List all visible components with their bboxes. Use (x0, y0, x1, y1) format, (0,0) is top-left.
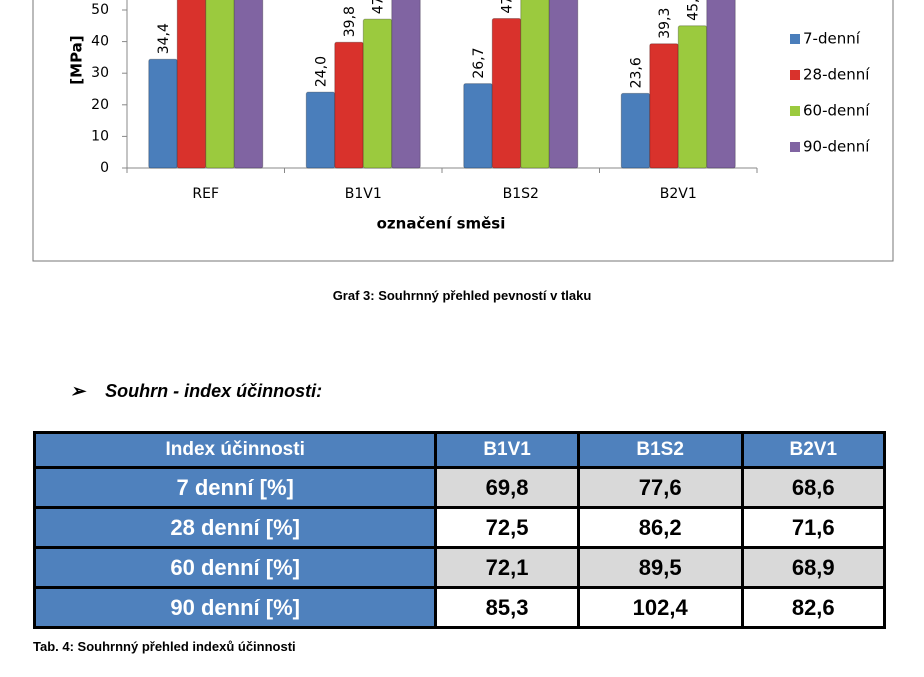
bar-label: 47,3 (500, 0, 516, 14)
bar-label: 47,1 (371, 0, 387, 14)
x-axis-title: označení směsi (377, 215, 506, 233)
bar (305, 91, 336, 169)
y-tick-label: 40 (91, 34, 109, 50)
row-header: 7 denní [%] (32, 466, 438, 509)
figure-caption: Graf 3: Souhrnný přehled pevností v tlak… (332, 288, 592, 303)
legend-label: 90-denní (803, 138, 870, 156)
cell: Index účinnosti (32, 431, 438, 469)
x-tick-label: B1S2 (503, 186, 539, 202)
legend-label: 28-denní (803, 66, 870, 84)
cell: B1V1 (434, 431, 580, 469)
bar (205, 0, 235, 169)
bar (677, 25, 708, 169)
bar (391, 0, 421, 169)
bar-label: 45,0 (686, 0, 702, 21)
heading-text: Souhrn - index účinnosti: (105, 381, 323, 401)
cell: 77,6 (576, 466, 744, 509)
legend-swatch (790, 34, 800, 44)
bar-label: 34,4 (156, 23, 172, 54)
bar (362, 18, 393, 169)
bar (649, 43, 679, 169)
legend-swatch (790, 142, 800, 152)
bar (706, 0, 736, 169)
bar (463, 83, 493, 169)
cell: 68,6 (740, 466, 886, 509)
y-axis-title: [MPa] (68, 35, 86, 84)
cell: B1S2 (576, 431, 744, 469)
bar (148, 58, 178, 169)
cell: 72,5 (434, 506, 580, 549)
row-header: 28 denní [%] (32, 506, 438, 549)
legend-label: 60-denní (803, 102, 870, 120)
bar (620, 92, 651, 169)
x-tick-label: REF (192, 186, 219, 202)
bar (334, 41, 364, 169)
y-tick-label: 10 (91, 128, 109, 144)
index-table: Index účinnosti B1V1 B1S2 B2V1 7 denní [%] 69… (32, 431, 886, 629)
row: 60 denní [%] 72,1 89,5 68,9 (32, 546, 886, 589)
table-caption: Tab. 4: Souhrnný přehled indexů účinnost… (33, 639, 296, 654)
bar (233, 0, 264, 169)
cell: 102,4 (576, 586, 744, 629)
cell: 89,5 (576, 546, 744, 589)
cell: 86,2 (576, 506, 744, 549)
x-tick-label: B1V1 (345, 186, 382, 202)
x-tick-label: B2V1 (660, 186, 697, 202)
cell: 82,6 (740, 586, 886, 629)
legend-swatch (790, 106, 800, 116)
legend-label: 7-denní (803, 30, 861, 48)
bar-label: 23,6 (629, 57, 645, 88)
y-tick-label: 20 (91, 97, 109, 113)
bar-label: 39,3 (657, 8, 673, 39)
row: 7 denní [%] 69,8 77,6 68,6 (32, 466, 886, 509)
chart: [MPa] označení směsi 01020304050REF34,45… (32, 0, 894, 262)
cell: 85,3 (434, 586, 580, 629)
section-heading: ➢ Souhrn - index účinnosti: (70, 381, 323, 401)
bar (548, 0, 579, 169)
bar (520, 0, 550, 169)
row: 90 denní [%] 85,3 102,4 82,6 (32, 586, 886, 629)
cell: 69,8 (434, 466, 580, 509)
y-tick-label: 30 (91, 65, 109, 81)
cell: 68,9 (740, 546, 886, 589)
y-tick-label: 50 (91, 2, 109, 18)
cell: B2V1 (740, 431, 886, 469)
bar (491, 18, 522, 169)
row-header: 90 denní [%] (32, 586, 438, 629)
cell: 71,6 (740, 506, 886, 549)
y-tick-label: 0 (100, 160, 109, 176)
legend-swatch (790, 70, 800, 80)
bar-label: 24,0 (314, 56, 330, 87)
bar-label: 39,8 (342, 6, 358, 37)
bar-label: 26,7 (471, 47, 487, 78)
row-header: 60 denní [%] (32, 546, 438, 589)
cell: 72,1 (434, 546, 580, 589)
bar (176, 0, 207, 169)
row: 28 denní [%] 72,5 86,2 71,6 (32, 506, 886, 549)
